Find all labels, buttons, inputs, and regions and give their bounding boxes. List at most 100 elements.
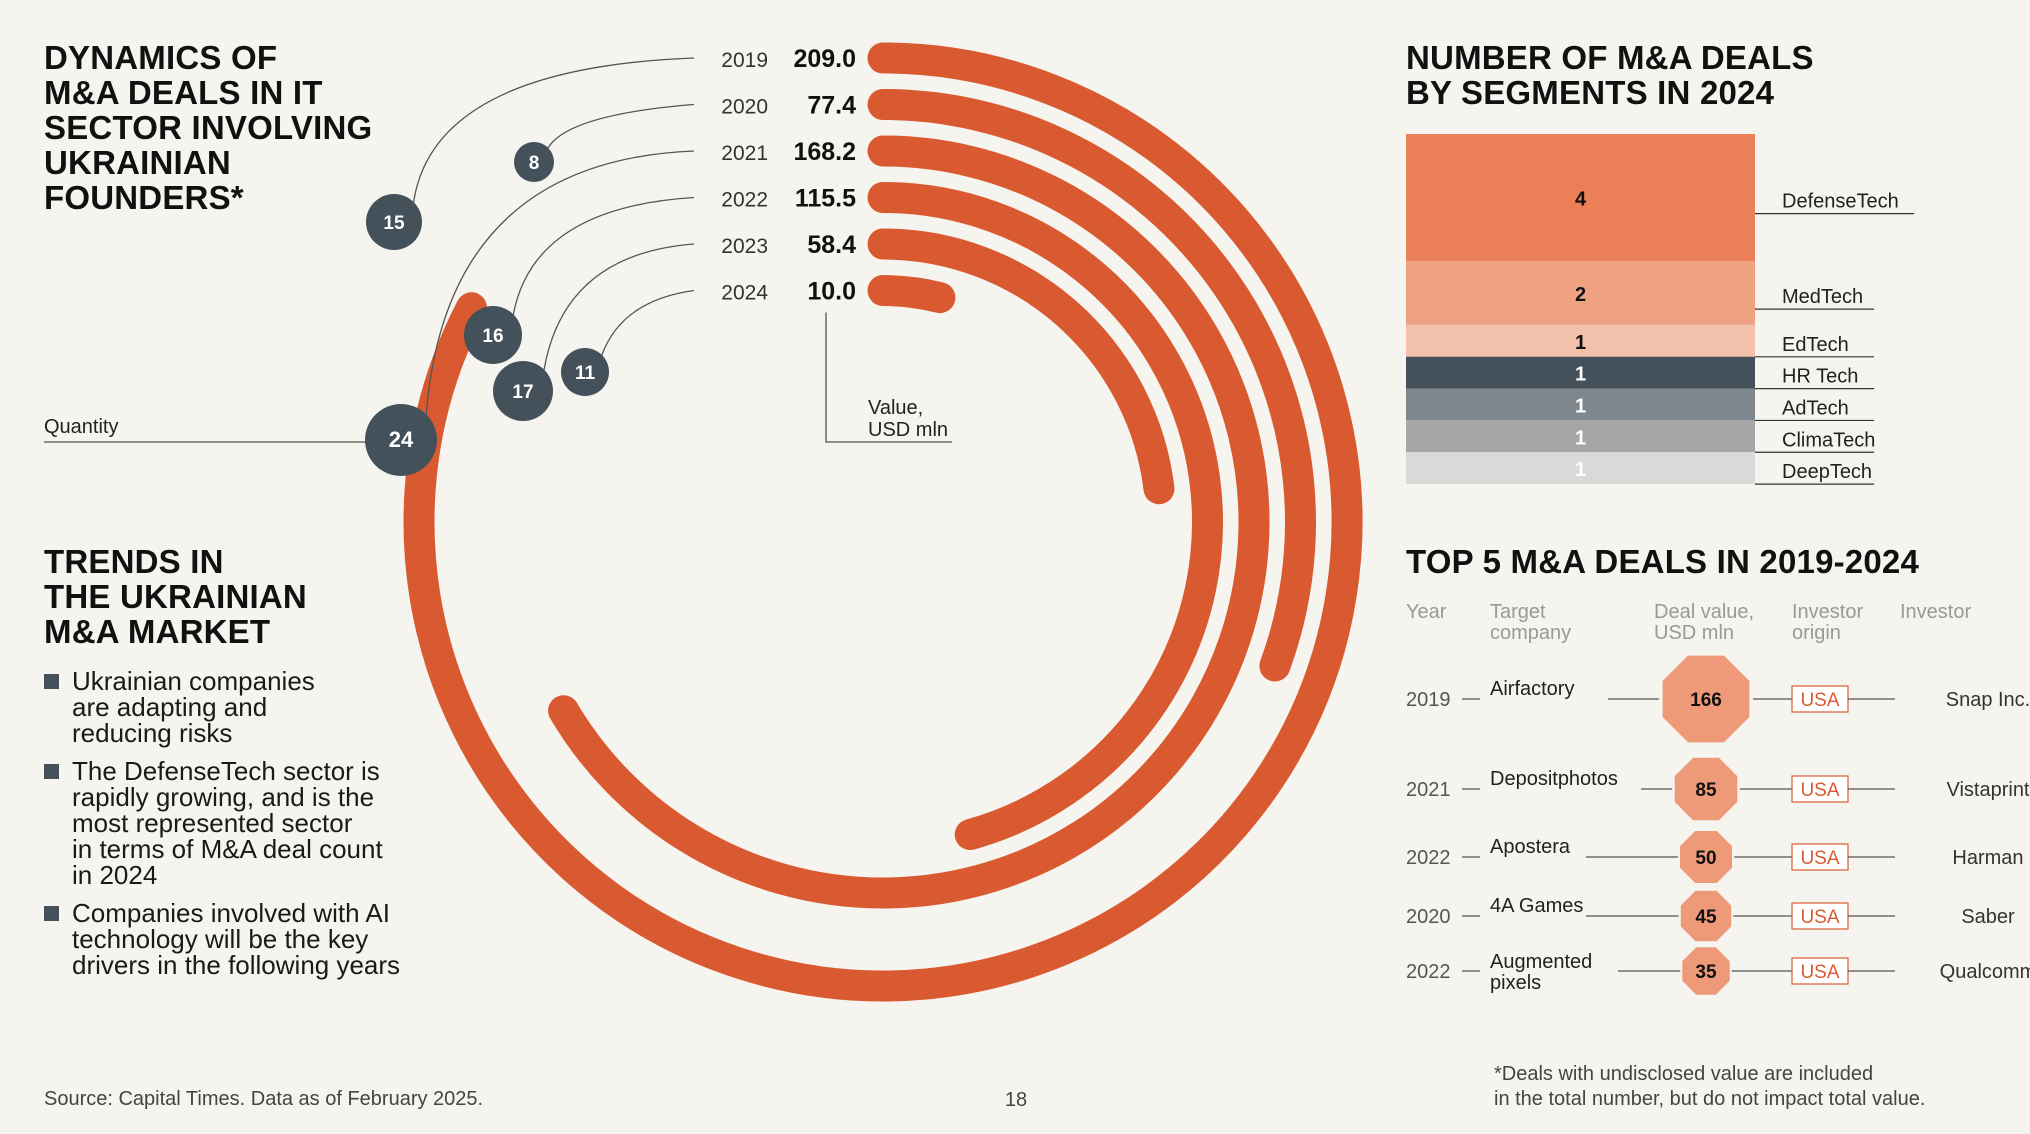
investor-name: Vistaprint (1946, 779, 2029, 801)
table-header: Investor (1792, 601, 1863, 623)
trend-text: Companies involved with AI technology wi… (72, 898, 401, 980)
deal-value: 50 (1695, 848, 1716, 869)
quantity-value: 8 (529, 153, 540, 174)
leader-lines (412, 57, 695, 415)
quantity-bubble (561, 348, 609, 396)
trend-text: Ukrainian companies are adapting and red… (72, 666, 315, 748)
table-header: origin (1792, 622, 1841, 644)
value-rule (825, 312, 952, 443)
investor-name: Saber (1961, 906, 2015, 928)
segment-value: 2 (1575, 284, 1586, 306)
segment-bar (1406, 324, 1755, 357)
year-label: 2022 (721, 189, 768, 212)
segment-bar (1406, 134, 1755, 262)
row-company: Airfactory (1490, 678, 1574, 700)
row-company: pixels (1490, 972, 1541, 994)
quantity-bubble (493, 361, 553, 421)
segment-value: 1 (1575, 427, 1586, 449)
deal-value: 35 (1695, 962, 1717, 983)
radial-bar (867, 275, 956, 314)
value-label: 168.2 (793, 138, 856, 166)
segment-value: 1 (1575, 364, 1586, 386)
source-text: Source: Capital Times. Data as of Februa… (44, 1088, 483, 1110)
row-company: Depositphotos (1490, 768, 1618, 790)
table-header: Deal value, (1654, 601, 1754, 623)
table-header: Investor (1900, 601, 1971, 623)
segment-value: 1 (1575, 332, 1586, 354)
segments-title-line: BY SEGMENTS IN 2024 (1406, 74, 1775, 111)
bullet-square-icon (44, 906, 59, 921)
value-label: 77.4 (807, 92, 856, 120)
quantity-bubble (366, 194, 422, 250)
bullet-square-icon (44, 764, 59, 779)
segment-label: HR Tech (1782, 366, 1858, 388)
segment-bar (1406, 452, 1755, 484)
trends-title-line: TRENDS IN (44, 543, 224, 580)
value-label: 58.4 (807, 231, 856, 259)
trends-title-line: THE UKRAINIAN (44, 578, 307, 615)
trends-title-line: M&A MARKET (44, 613, 271, 650)
investor-name: Snap Inc. (1946, 689, 2030, 711)
quantity-value: 15 (383, 213, 405, 234)
deal-value: 45 (1695, 907, 1717, 928)
quantity-value: 17 (512, 382, 533, 403)
deal-value-octagon (1662, 655, 1750, 743)
leader-line (547, 103, 695, 149)
deal-value: 166 (1690, 690, 1722, 711)
value-unit-label: USD mln (868, 419, 948, 441)
segment-bar (1406, 388, 1755, 421)
radial-chart: 2019 209.0 2020 77.4 2021 168.2 2022 115.5 2023 5… (44, 42, 1363, 1002)
top5-title-text: TOP 5 M&A DEALS IN 2019-2024 (1406, 543, 1920, 580)
top5-title: TOP 5 M&A DEALS IN 2019-2024 (1406, 544, 1919, 579)
leader-line (412, 57, 695, 203)
segment-label: EdTech (1782, 334, 1849, 356)
investor-origin: USA (1800, 780, 1839, 801)
investor-name: Qualcomm (1940, 961, 2030, 983)
row-company: 4A Games (1490, 895, 1583, 917)
deal-value-octagon (1680, 831, 1732, 883)
year-label: 2021 (721, 142, 768, 165)
radial-bar (867, 89, 1316, 682)
page-number: 18 (1005, 1089, 1027, 1111)
origin-box (1791, 775, 1849, 803)
dynamics-title-line: FOUNDERS* (44, 179, 244, 216)
deal-value-octagon (1680, 890, 1732, 942)
segment-bar (1406, 261, 1755, 325)
table-row: 2022 Apostera 50 USA Harman (1406, 831, 2024, 883)
dynamics-title-line: SECTOR INVOLVING (44, 109, 373, 146)
segments-chart: 4 DefenseTech 2 MedTech 1 EdTech 1 HR Tech 1 AdTe… (1406, 134, 1914, 485)
radial-bar (867, 228, 1175, 505)
deal-value: 85 (1695, 780, 1717, 801)
investor-origin: USA (1800, 907, 1839, 928)
dynamics-title-line: M&A DEALS IN IT (44, 74, 323, 111)
radial-bar (403, 42, 1363, 1002)
deal-value-octagon (1674, 757, 1738, 821)
segment-label: DeepTech (1782, 461, 1872, 483)
trend-item: Ukrainian companies are adapting and red… (44, 668, 464, 746)
leader-line (425, 150, 695, 415)
segments-title-line: NUMBER OF M&A DEALS (1406, 39, 1814, 76)
value-label: 209.0 (793, 45, 856, 73)
segment-value: 4 (1575, 189, 1587, 211)
origin-box (1791, 685, 1849, 713)
investor-origin: USA (1800, 962, 1839, 983)
year-label: 2023 (721, 235, 768, 258)
quantity-bubble (514, 142, 554, 182)
footnote-line: *Deals with undisclosed value are includ… (1494, 1063, 1873, 1085)
quantity-label: Quantity (44, 416, 118, 438)
trend-item: Companies involved with AI technology wi… (44, 900, 464, 978)
quantity-value: 16 (482, 326, 503, 347)
value-unit-label: Value, (868, 397, 923, 419)
table-row: 2020 4A Games 45 USA Saber (1406, 890, 2015, 942)
deal-value-octagon (1682, 947, 1730, 995)
origin-box (1791, 843, 1849, 871)
segment-label: ClimaTech (1782, 429, 1875, 451)
dynamics-title-line: DYNAMICS OF (44, 39, 278, 76)
radial-bar (867, 182, 1223, 851)
table-header: USD mln (1654, 622, 1734, 644)
year-label: 2020 (721, 96, 768, 119)
row-company: Apostera (1490, 836, 1571, 858)
